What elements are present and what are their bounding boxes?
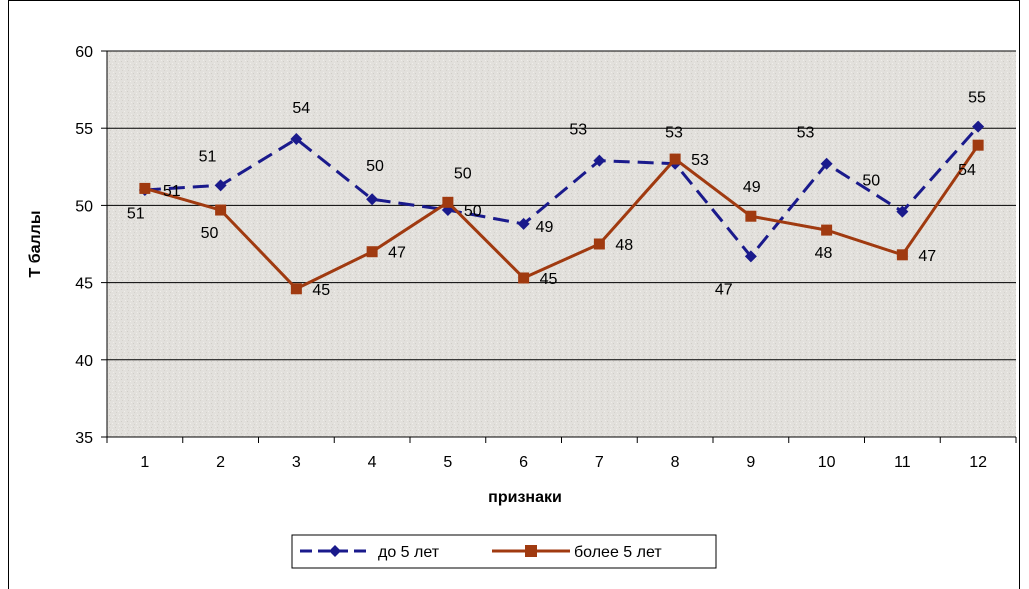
series-2-data-label: 45	[540, 271, 558, 288]
series-2-data-label: 50	[454, 165, 472, 182]
series-1-data-label: 50	[862, 173, 880, 190]
legend-label-series-1: до 5 лет	[378, 544, 440, 561]
series-1-data-label: 47	[715, 281, 733, 298]
x-tick-label: 3	[292, 454, 301, 471]
series-2-point	[972, 139, 984, 151]
legend-label-series-2: более 5 лет	[574, 544, 662, 561]
series-2-point	[366, 246, 378, 258]
y-tick-label: 60	[75, 44, 93, 61]
x-tick-label: 1	[140, 454, 149, 471]
series-1-point	[896, 205, 909, 218]
series-1-point	[290, 133, 303, 146]
series-2-point	[518, 272, 530, 284]
x-tick-label: 7	[595, 454, 604, 471]
series-2-data-label: 47	[388, 245, 406, 262]
series-1-data-label: 53	[797, 125, 815, 142]
legend: до 5 лет более 5 лет	[291, 534, 717, 569]
series-2-point	[593, 238, 605, 250]
series-2-point	[215, 204, 227, 216]
series-1-data-label: 50	[464, 203, 482, 220]
series-1-data-label: 53	[569, 122, 587, 139]
series-1-point	[593, 154, 606, 167]
y-tick-label: 55	[75, 121, 93, 138]
x-tick-label: 9	[746, 454, 755, 471]
series-2-point	[442, 196, 454, 208]
series-2-data-label: 51	[127, 205, 145, 222]
series-2-data-label: 49	[743, 179, 761, 196]
x-tick-label: 2	[216, 454, 225, 471]
x-tick-label: 4	[368, 454, 377, 471]
series-1-data-label: 54	[292, 100, 310, 117]
series-2-point	[139, 182, 151, 194]
series-2-data-label: 45	[312, 282, 330, 299]
y-tick-label: 35	[75, 430, 93, 447]
x-tick-label: 8	[671, 454, 680, 471]
series-1-point	[214, 179, 227, 192]
x-tick-label: 5	[443, 454, 452, 471]
series-2-point	[896, 249, 908, 261]
series-1-data-label: 53	[665, 125, 683, 142]
series-1-line	[144, 125, 980, 259]
legend-diamond-icon	[329, 545, 341, 557]
plot-area	[107, 51, 1016, 437]
series-1-point	[972, 120, 985, 133]
series-2-point	[821, 224, 833, 236]
y-tick-label: 40	[75, 353, 93, 370]
series-1-data-label: 55	[968, 90, 986, 107]
legend-square-icon	[525, 545, 537, 557]
series-2-data-label: 54	[958, 162, 976, 179]
series-2-point	[290, 283, 302, 295]
series-2-data-label: 48	[815, 245, 833, 262]
x-tick-label: 12	[969, 454, 987, 471]
series-1-point	[366, 193, 379, 206]
series-2-data-label: 50	[201, 225, 219, 242]
y-tick-label: 45	[75, 276, 93, 293]
x-tick-label: 11	[894, 454, 911, 471]
x-tick-label: 10	[818, 454, 836, 471]
series-1-point	[820, 157, 833, 170]
series-1-point	[517, 217, 530, 230]
series-2-point	[745, 210, 757, 222]
series-1-point	[744, 250, 757, 263]
series-2-data-label: 47	[918, 248, 936, 265]
series-2-point	[669, 153, 681, 165]
y-tick-label: 50	[75, 198, 93, 215]
series-2-data-label: 53	[691, 152, 709, 169]
series-1-data-label: 51	[163, 183, 181, 200]
series-2-line	[144, 144, 980, 291]
series-1-data-label: 51	[199, 148, 217, 165]
series-1-data-label: 49	[536, 219, 554, 236]
y-axis-title: Т баллы	[27, 211, 44, 278]
x-tick-label: 6	[519, 454, 528, 471]
series-1-data-label: 50	[366, 158, 384, 175]
x-axis-title: признаки	[488, 489, 562, 506]
series-2-data-label: 48	[615, 237, 633, 254]
